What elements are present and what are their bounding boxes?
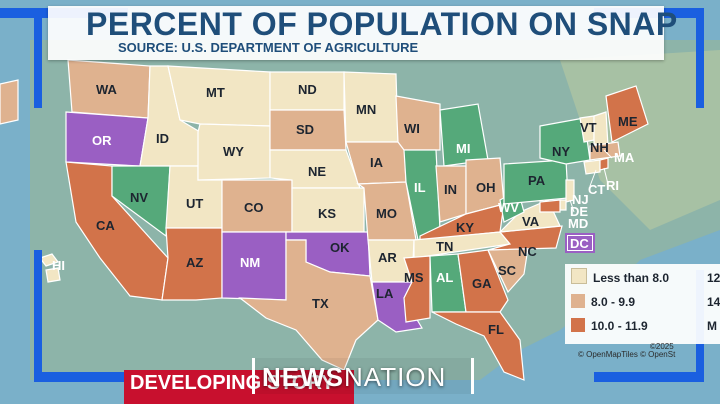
label-id: ID xyxy=(156,131,169,146)
label-mo: MO xyxy=(376,206,397,221)
label-ri: RI xyxy=(606,178,619,193)
label-nm: NM xyxy=(240,255,260,270)
state-ny xyxy=(539,117,591,165)
label-ne: NE xyxy=(308,164,326,179)
label-nd: ND xyxy=(298,82,317,97)
label-ny: NY xyxy=(552,144,570,159)
label-wy: WY xyxy=(223,144,244,159)
state-wy xyxy=(197,123,271,181)
legend-cut-label: M xyxy=(707,319,717,333)
label-ca: CA xyxy=(96,218,115,233)
label-tx: TX xyxy=(312,296,329,311)
label-ia: IA xyxy=(370,155,384,170)
label-ky: KY xyxy=(456,220,474,235)
label-sd: SD xyxy=(296,122,314,137)
legend-item-10-11-9: 10.0 - 11.9 xyxy=(571,316,648,336)
legend-cut-label: 14 xyxy=(707,295,720,309)
title-bar xyxy=(48,6,664,60)
network-logo-nation: NATION xyxy=(344,362,447,392)
map-copyright: ©2025 xyxy=(650,342,674,351)
label-me: ME xyxy=(618,114,638,129)
legend-swatch xyxy=(571,268,587,284)
state-ri xyxy=(599,157,609,171)
label-ga: GA xyxy=(472,276,492,291)
legend: Less than 8.0 12 8.0 - 9.9 14 10.0 - 11.… xyxy=(565,264,720,344)
label-nv: NV xyxy=(130,190,148,205)
network-logo: NEWSNATION xyxy=(262,362,446,393)
label-de: DE xyxy=(570,204,588,219)
label-in: IN xyxy=(444,182,457,197)
label-ms: MS xyxy=(404,270,424,285)
state-ak-hint xyxy=(0,79,19,125)
label-mi: MI xyxy=(456,141,470,156)
developing-story-text: DEVELOPING STORY xyxy=(130,372,335,394)
network-logo-news: NEWS xyxy=(262,362,344,392)
label-md: MD xyxy=(568,216,588,231)
network-logo-frame xyxy=(252,358,474,394)
label-pa: PA xyxy=(528,173,546,188)
map-source: SOURCE: U.S. DEPARTMENT OF AGRICULTURE xyxy=(118,40,419,55)
state-md xyxy=(539,199,561,213)
label-ct: CT xyxy=(588,182,605,197)
state-ms xyxy=(403,255,431,323)
frame-bracket-top-right-v xyxy=(696,8,704,108)
state-hi xyxy=(39,253,59,267)
label-co: CO xyxy=(244,200,264,215)
legend-swatch xyxy=(571,318,585,332)
state-ga xyxy=(457,249,509,313)
map-title: PERCENT OF POPULATION ON SNAP xyxy=(86,6,678,42)
label-wa: WA xyxy=(96,82,118,97)
state-fl xyxy=(431,311,525,381)
label-nh: NH xyxy=(590,140,609,155)
legend-label: 10.0 - 11.9 xyxy=(591,319,648,333)
legend-item-less-than-8: Less than 8.0 xyxy=(571,268,669,288)
state-ct xyxy=(583,159,601,175)
label-wi: WI xyxy=(404,121,420,136)
label-dc: DC xyxy=(570,236,589,251)
map-credits: © OpenMapTiles © OpenSt xyxy=(578,350,676,359)
frame-bracket-top-left-v xyxy=(34,8,42,108)
label-oh: OH xyxy=(476,180,496,195)
label-ut: UT xyxy=(186,196,203,211)
legend-label: Less than 8.0 xyxy=(593,271,670,285)
label-nc: NC xyxy=(518,244,537,259)
developing-story-banner xyxy=(124,370,354,404)
frame-bracket-bottom-left-h xyxy=(34,372,128,382)
frame-bracket-bottom-right-h xyxy=(594,372,704,382)
legend-label: 8.0 - 9.9 xyxy=(591,295,636,309)
state-nj xyxy=(565,179,575,203)
label-fl: FL xyxy=(488,322,504,337)
label-mt: MT xyxy=(206,85,225,100)
label-wv: WV xyxy=(498,200,519,215)
frame-bracket-bottom-left-v xyxy=(34,250,42,380)
label-al: AL xyxy=(436,270,453,285)
label-tn: TN xyxy=(436,239,453,254)
label-az: AZ xyxy=(186,255,203,270)
legend-cut-label: 12 xyxy=(707,271,720,285)
label-ar: AR xyxy=(378,250,397,265)
label-la: LA xyxy=(376,286,394,301)
label-sc: SC xyxy=(498,263,517,278)
label-il: IL xyxy=(414,180,426,195)
label-hi: HI xyxy=(52,258,65,273)
legend-swatch xyxy=(571,294,585,308)
label-ks: KS xyxy=(318,206,336,221)
state-hi-2 xyxy=(45,267,61,283)
label-ma: MA xyxy=(614,150,635,165)
label-mn: MN xyxy=(356,102,376,117)
label-or: OR xyxy=(92,133,112,148)
state-de xyxy=(559,199,567,211)
legend-item-8-9-9: 8.0 - 9.9 xyxy=(571,292,635,312)
label-vt: VT xyxy=(580,120,597,135)
label-ok: OK xyxy=(330,240,350,255)
label-nj: NJ xyxy=(572,192,589,207)
label-va: VA xyxy=(522,214,540,229)
state-me xyxy=(605,85,649,143)
